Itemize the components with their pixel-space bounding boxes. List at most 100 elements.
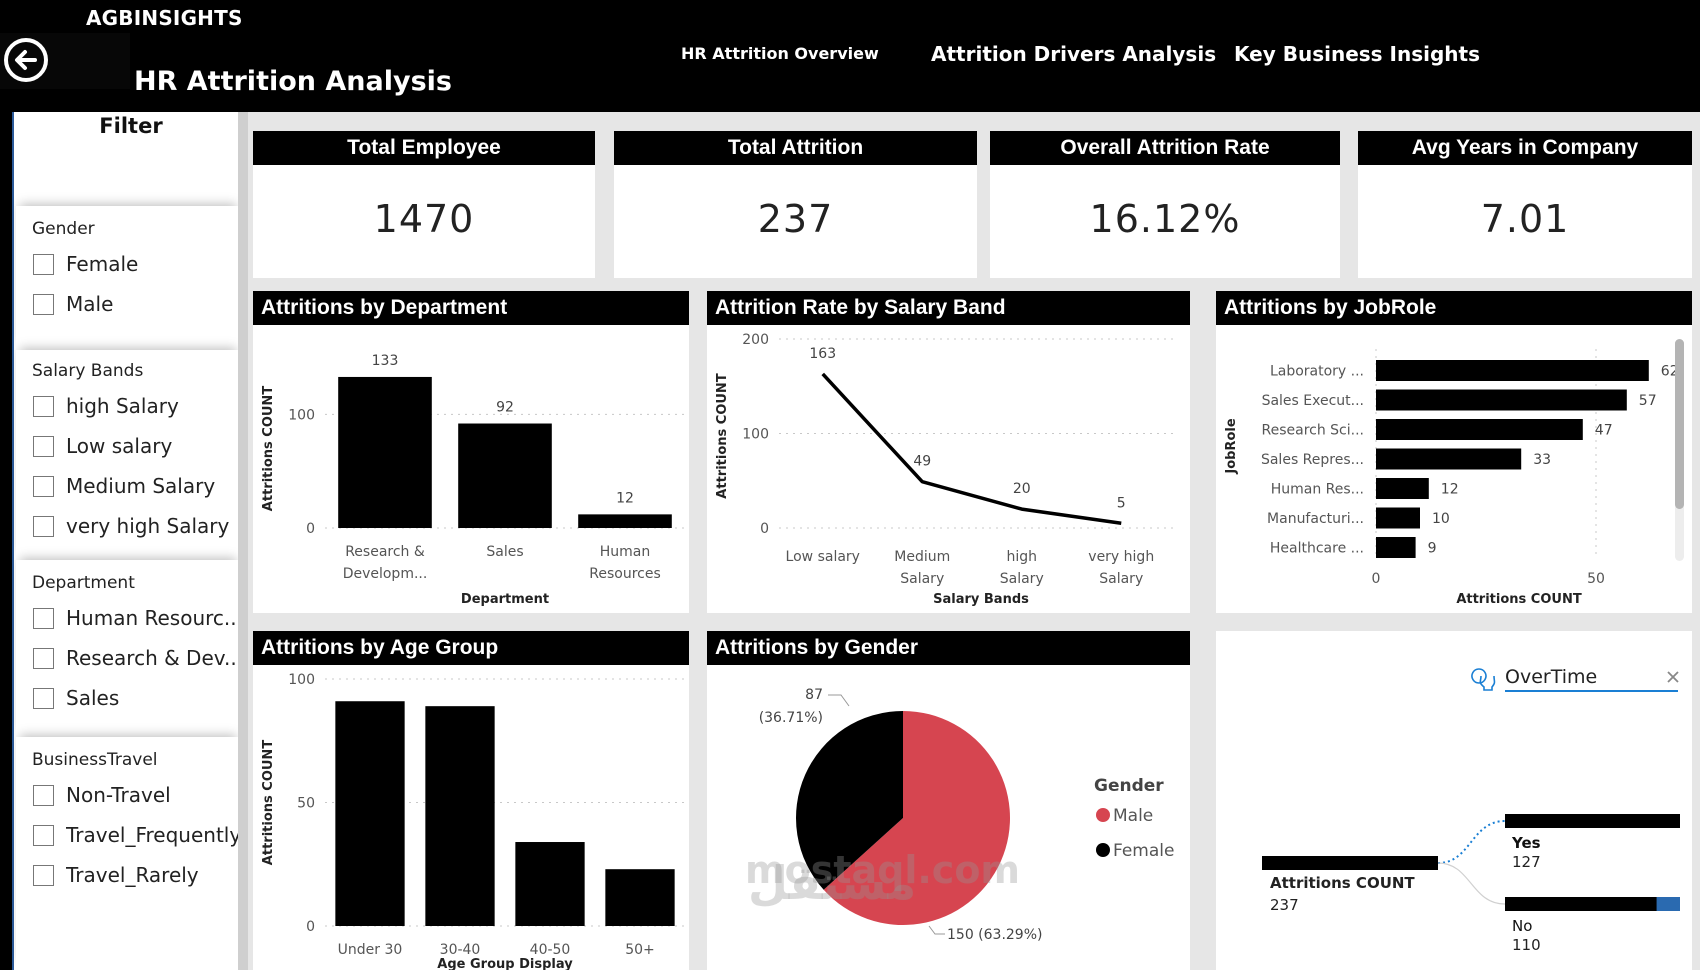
slicer-item-female[interactable]: Female [16, 244, 240, 284]
slicer-title: Salary Bands [32, 361, 144, 381]
y-tick-label: 0 [760, 521, 769, 537]
slicer-item-high-salary[interactable]: high Salary [16, 386, 240, 426]
data-label: 87 [805, 687, 823, 703]
x-tick-label: Developm... [343, 566, 428, 582]
slicer-item-non-travel[interactable]: Non-Travel [16, 775, 240, 815]
bar [605, 869, 675, 926]
checkbox[interactable] [33, 687, 54, 709]
y-tick-label: Laboratory ... [1270, 364, 1364, 380]
nav-hr-attrition-overview[interactable]: HR Attrition Overview [681, 44, 879, 63]
header-bar: AGBINSIGHTS HR Attrition Analysis HR Att… [0, 0, 1700, 112]
bar [1376, 389, 1627, 411]
nav-key-business-insights[interactable]: Key Business Insights [1234, 42, 1480, 66]
connector-no [1437, 862, 1506, 905]
x-axis-title: Department [461, 592, 549, 607]
x-tick-label: 50 [1587, 571, 1605, 587]
data-label: 20 [1013, 481, 1031, 497]
connector-yes [1437, 820, 1506, 864]
bar [425, 706, 495, 926]
y-axis-title: Attritions COUNT [261, 740, 276, 866]
close-icon[interactable] [1667, 671, 1679, 683]
leader-line [928, 925, 945, 935]
slicer-item-label: very high Salary [66, 514, 230, 538]
checkbox[interactable] [33, 293, 54, 315]
data-label: (36.71%) [759, 710, 823, 726]
data-label: 163 [809, 346, 836, 362]
checkbox[interactable] [33, 435, 54, 457]
back-button[interactable] [4, 38, 48, 82]
jobrole-bar-chart: 0 50 62 Laboratory ... 57 Sales Execut... 47 Re… [1224, 349, 1679, 607]
x-tick-label: 50+ [625, 942, 655, 958]
slicer-item-research-development[interactable]: Research & Dev... [16, 638, 240, 678]
checkbox[interactable] [33, 647, 54, 669]
slicer-item-label: Travel_Frequently [66, 823, 240, 847]
x-tick-label: Salary [1099, 571, 1143, 587]
gender-pie-chart: 87 (36.71%) 150 (63.29%) Gender Male Female [759, 687, 1175, 943]
kpi-value: 7.01 [1480, 197, 1570, 241]
x-tick-label: Low salary [786, 549, 860, 565]
data-label: 150 (63.29%) [947, 927, 1042, 943]
x-axis-title: Age Group Display [437, 957, 573, 970]
y-tick-label: 100 [742, 427, 769, 443]
slicer-item-label: Non-Travel [66, 783, 171, 807]
panel-separator [238, 112, 248, 970]
y-tick-label: 0 [306, 919, 315, 935]
x-axis-title: Attritions COUNT [1456, 592, 1582, 607]
bar [515, 842, 585, 926]
checkbox[interactable] [33, 475, 54, 497]
x-tick-label: 40-50 [530, 942, 571, 958]
filter-title: Filter [99, 114, 163, 138]
chart-title: Attritions by JobRole [1216, 291, 1692, 325]
slicer-item-sales[interactable]: Sales [16, 678, 240, 718]
slicer-item-travel-rarely[interactable]: Travel_Rarely [16, 855, 240, 895]
kpi-label: Total Employee [253, 131, 595, 165]
bar [1376, 507, 1420, 529]
slicer-item-label: Human Resourc... [66, 606, 240, 630]
chart-title: Attrition Rate by Salary Band [707, 291, 1190, 325]
jobrole-scrollbar[interactable] [1675, 339, 1684, 561]
slicer-item-label: Research & Dev... [66, 646, 240, 670]
slicer-item-male[interactable]: Male [16, 284, 240, 324]
slicer-item-human-resources[interactable]: Human Resourc... [16, 598, 240, 638]
slicer-item-label: Sales [66, 686, 120, 710]
checkbox[interactable] [33, 824, 54, 846]
jobrole-scrollbar-thumb[interactable] [1675, 339, 1684, 509]
bar [1376, 419, 1583, 440]
checkbox[interactable] [33, 607, 54, 629]
data-label: 62 [1661, 364, 1679, 380]
x-tick-label: Salary [900, 571, 944, 587]
slicer-item-medium-salary[interactable]: Medium Salary [16, 466, 240, 506]
data-label: 12 [616, 490, 634, 506]
nav-attrition-drivers-analysis[interactable]: Attrition Drivers Analysis [931, 42, 1217, 66]
chart-title: Attritions by Department [253, 291, 689, 325]
slicer-item-travel-frequently[interactable]: Travel_Frequently [16, 815, 240, 855]
x-tick-label: very high [1088, 549, 1154, 565]
data-label: 10 [1432, 511, 1450, 527]
checkbox[interactable] [33, 515, 54, 537]
y-tick-label: Sales Execut... [1262, 393, 1364, 409]
checkbox[interactable] [33, 253, 54, 275]
slicer-item-very-high-salary[interactable]: very high Salary [16, 506, 240, 546]
slicer-item-low-salary[interactable]: Low salary [16, 426, 240, 466]
left-edge-strip [0, 112, 14, 970]
root-bar [1262, 856, 1438, 870]
checkbox[interactable] [33, 395, 54, 417]
child-bar [1505, 814, 1680, 828]
checkbox[interactable] [33, 864, 54, 886]
kpi-value: 16.12% [1089, 197, 1241, 241]
x-tick-label: Salary [1000, 571, 1044, 587]
slicer-gender: Gender Female Male [16, 206, 240, 352]
slicer-title: Department [32, 573, 135, 593]
kpi-overall-attrition-rate: Overall Attrition Rate 16.12% [990, 131, 1340, 278]
kpi-total-employee: Total Employee 1470 [253, 131, 595, 278]
y-tick-label: Research Sci... [1262, 423, 1365, 439]
kpi-value: 1470 [373, 197, 475, 241]
chart-attritions-by-age-group: Attritions by Age Group 0 50 100 Under 30 30… [253, 631, 689, 970]
y-tick-label: Human Res... [1271, 482, 1364, 498]
y-tick-label: Healthcare ... [1270, 541, 1364, 557]
filter-panel: Filter Gender Female Male Salary Bands h… [14, 112, 248, 970]
slicer-salary-bands: Salary Bands high Salary Low salary Medi… [16, 350, 240, 562]
bar [458, 423, 552, 528]
checkbox[interactable] [33, 784, 54, 806]
child-label: No [1512, 917, 1532, 935]
